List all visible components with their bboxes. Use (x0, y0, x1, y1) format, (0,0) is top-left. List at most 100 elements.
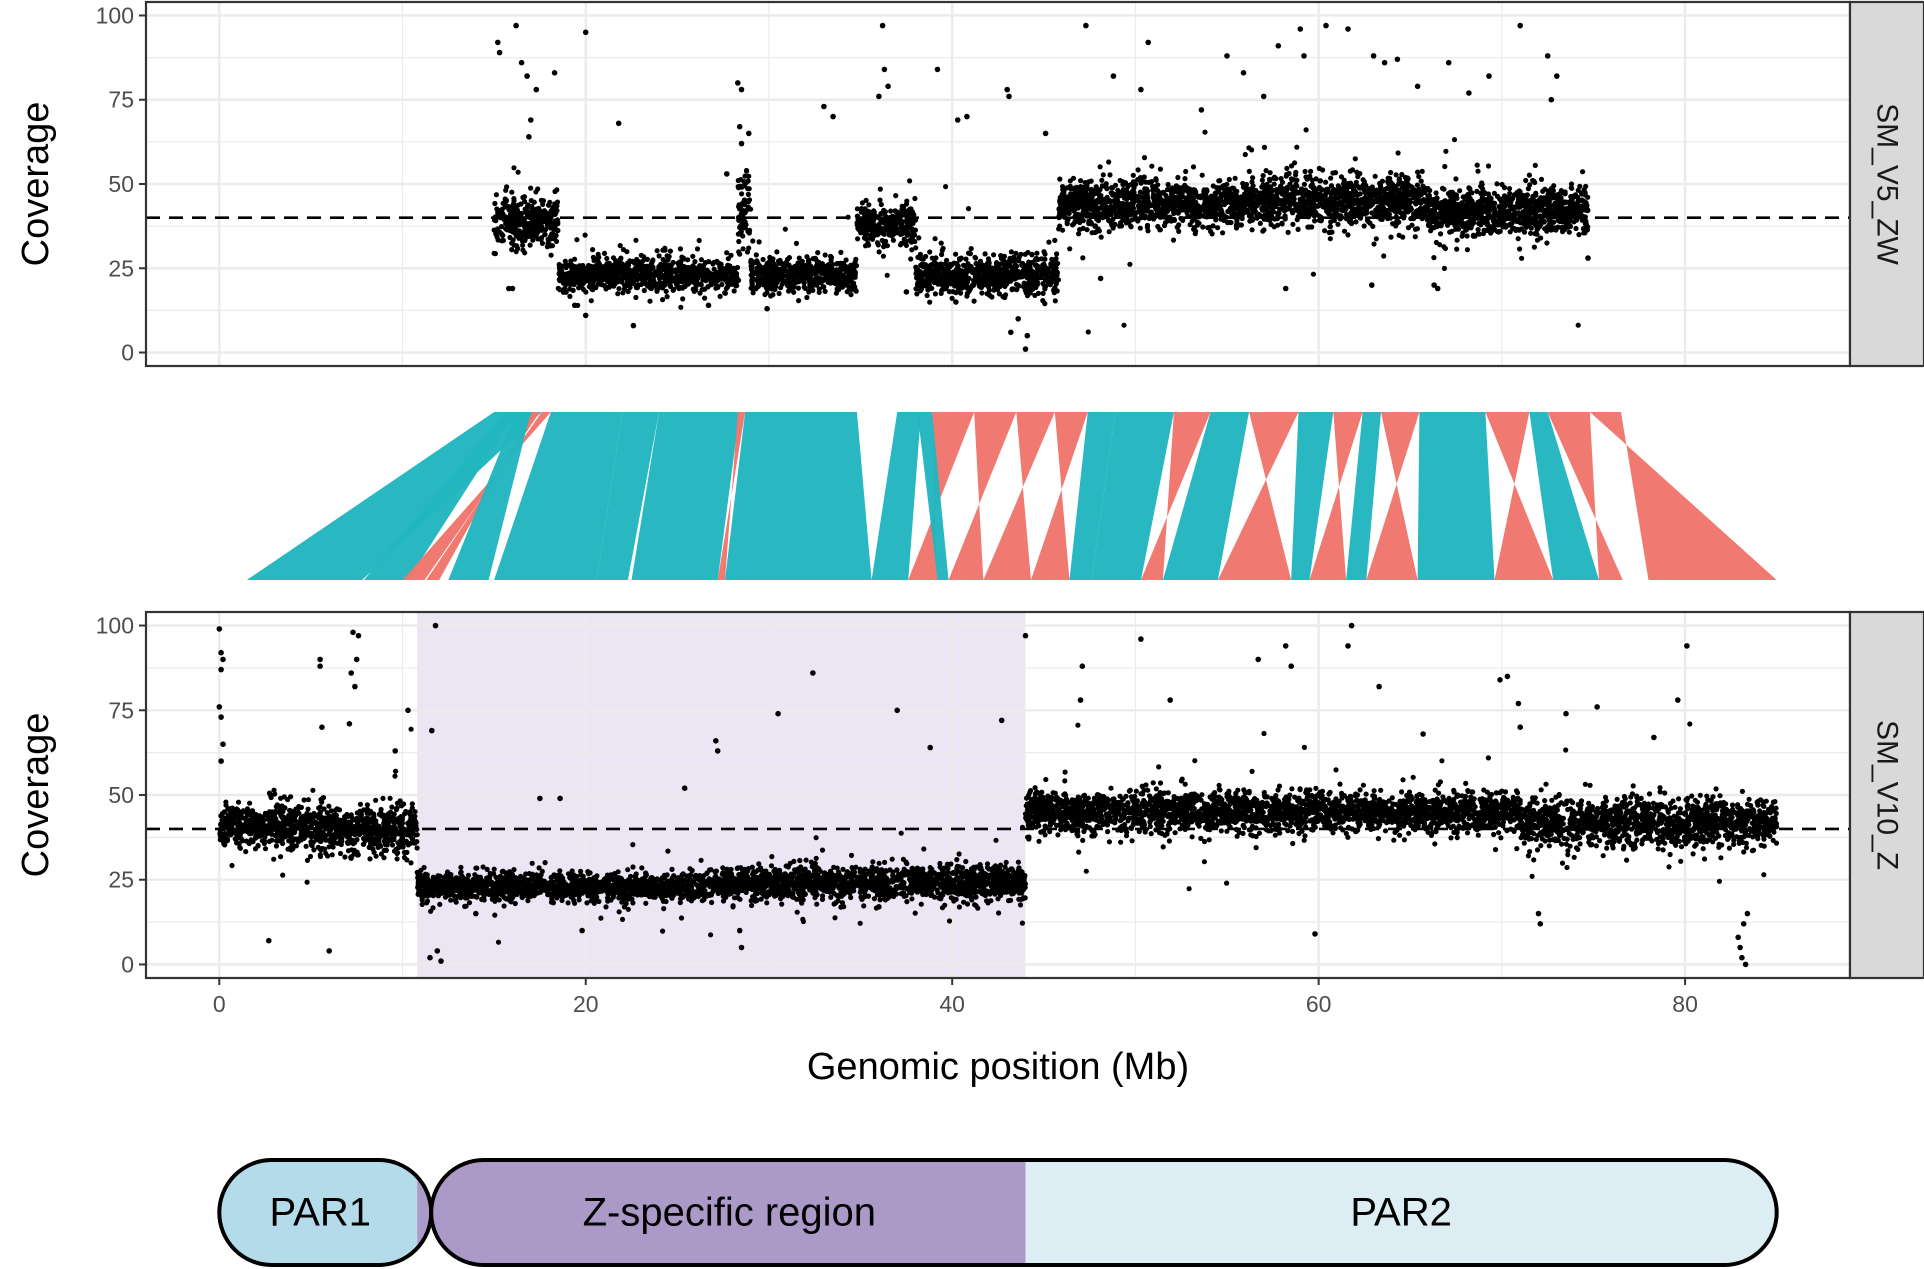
data-point (627, 259, 633, 265)
data-point (881, 207, 887, 213)
data-point (1115, 199, 1121, 205)
data-point (1232, 175, 1238, 181)
data-point (1290, 196, 1296, 202)
data-point (844, 268, 850, 274)
data-point (1228, 191, 1234, 197)
data-point (1390, 205, 1396, 211)
data-point (696, 267, 702, 273)
data-point (1046, 239, 1052, 245)
data-point (744, 198, 750, 204)
data-point (940, 279, 946, 285)
data-point (838, 249, 844, 255)
data-point (669, 269, 675, 275)
data-point (1190, 164, 1197, 170)
data-point (1324, 199, 1330, 205)
data-point (790, 271, 796, 277)
data-point (905, 225, 912, 231)
data-point (525, 202, 531, 208)
data-point (740, 246, 746, 252)
data-point (1080, 218, 1086, 224)
data-point (935, 281, 941, 287)
data-point (1169, 192, 1175, 198)
data-point (1363, 197, 1369, 203)
data-point (493, 218, 499, 224)
data-point (585, 272, 591, 278)
data-point (815, 250, 821, 256)
data-point (738, 229, 744, 235)
data-point (1040, 264, 1047, 270)
data-point (796, 298, 802, 304)
data-point (866, 202, 872, 208)
data-point (1295, 226, 1301, 232)
data-point (938, 290, 944, 296)
data-point (1399, 171, 1405, 178)
data-point (862, 243, 869, 249)
data-point (1324, 208, 1330, 214)
data-point (1042, 251, 1048, 257)
data-point (516, 235, 522, 241)
data-point (1026, 259, 1032, 265)
data-point (946, 275, 953, 281)
data-point (1355, 174, 1361, 180)
data-point (795, 285, 802, 291)
data-point (1053, 265, 1059, 271)
data-point (762, 264, 769, 270)
data-point (909, 247, 915, 253)
data-point (1153, 213, 1159, 219)
data-point (755, 269, 761, 275)
data-point (500, 200, 506, 206)
data-point (802, 285, 808, 291)
data-point (632, 273, 638, 279)
data-point (831, 270, 837, 276)
data-point (641, 256, 648, 262)
data-point (922, 283, 928, 289)
data-point (998, 275, 1004, 282)
data-point (678, 260, 684, 266)
data-point (1049, 256, 1055, 262)
data-point (706, 259, 712, 265)
data-point (548, 220, 554, 226)
data-point (1309, 196, 1315, 202)
data-point (1369, 210, 1375, 216)
data-point (734, 283, 740, 289)
data-point (966, 250, 972, 256)
data-point (1099, 183, 1105, 189)
data-point (547, 225, 554, 231)
data-point (1284, 186, 1290, 192)
data-point (708, 277, 714, 284)
data-point (702, 276, 708, 282)
data-point (793, 240, 800, 246)
data-point (686, 280, 692, 286)
data-point (609, 275, 615, 281)
data-point (1141, 155, 1148, 161)
data-point (899, 240, 906, 246)
data-point (1260, 173, 1266, 179)
data-point (749, 286, 756, 292)
data-point (1310, 185, 1316, 191)
data-point (670, 287, 676, 293)
data-point (907, 237, 913, 243)
data-point (599, 273, 605, 279)
data-point (662, 273, 668, 279)
data-point (1270, 202, 1276, 209)
data-point (1337, 187, 1343, 193)
data-point (617, 259, 623, 265)
data-point (524, 234, 530, 240)
data-point (1079, 184, 1085, 190)
data-point (892, 224, 899, 230)
data-point (740, 225, 746, 231)
data-point (725, 262, 731, 268)
data-point (734, 264, 741, 271)
data-point (932, 236, 938, 242)
data-point (634, 256, 640, 263)
data-point (1347, 202, 1353, 208)
data-point (1108, 190, 1114, 196)
data-point (946, 289, 953, 295)
data-point (978, 278, 984, 284)
data-point (927, 275, 934, 281)
data-point (1193, 228, 1199, 234)
data-point (1098, 205, 1104, 211)
data-point (1104, 214, 1110, 220)
data-point (1316, 165, 1322, 171)
data-point (1130, 205, 1137, 211)
